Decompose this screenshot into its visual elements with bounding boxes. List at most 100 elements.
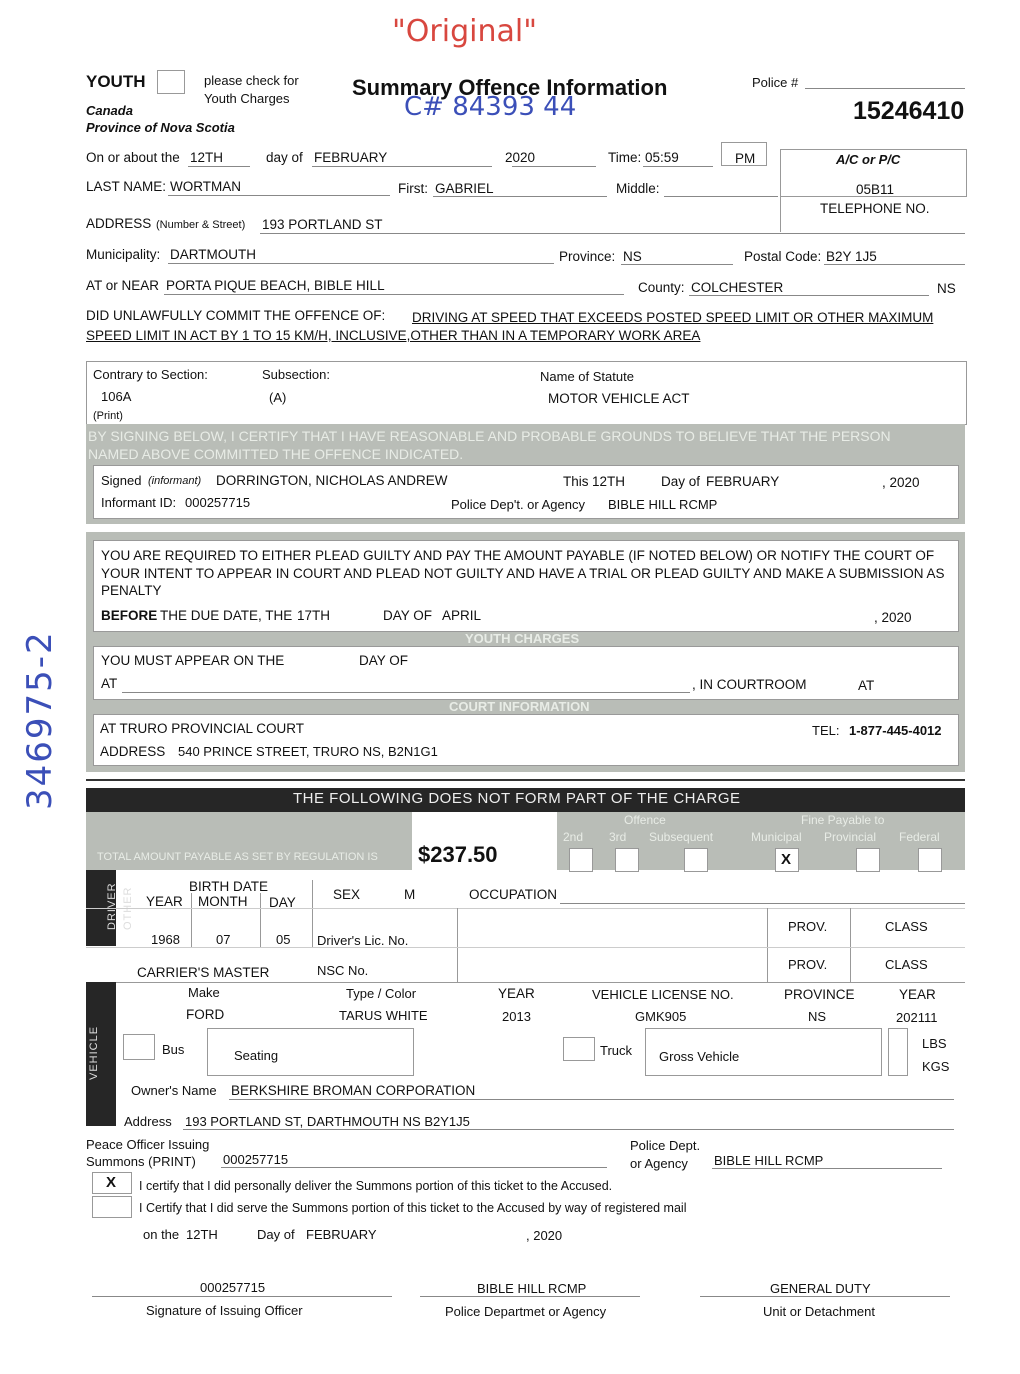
certify-delivery-text: I certify that I did personally deliver …: [139, 1179, 613, 1193]
licence-plate: GMK905: [635, 1009, 687, 1024]
served-year: , 2020: [526, 1228, 563, 1243]
at-label: AT: [101, 676, 118, 691]
time-label: Time:: [608, 150, 642, 165]
third-offence-checkbox[interactable]: [615, 848, 639, 872]
provincial-checkbox[interactable]: [856, 848, 880, 872]
dept-label: Police Dept.: [630, 1138, 701, 1153]
agency-label: Police Departmet or Agency: [445, 1304, 607, 1319]
offence-text: DRIVING AT SPEED THAT EXCEEDS POSTED SPE…: [412, 310, 934, 325]
birth-day-label: DAY: [269, 895, 296, 910]
unit: GENERAL DUTY: [770, 1281, 871, 1296]
officer-signature: 000257715: [200, 1280, 266, 1295]
on-about-label: On or about the: [86, 150, 180, 165]
licence-province-label: PROV.: [788, 919, 828, 934]
statute-label: Name of Statute: [540, 369, 634, 384]
informant-id-label: Informant ID:: [101, 495, 177, 510]
county: COLCHESTER: [691, 280, 784, 295]
due-day: 17TH: [297, 608, 331, 623]
due-year: , 2020: [874, 610, 912, 625]
municipality: DARTMOUTH: [170, 247, 256, 262]
middle-name-label: Middle:: [616, 181, 660, 196]
certify-mail-text: I Certify that I did serve the Summons p…: [139, 1201, 687, 1215]
truck-checkbox[interactable]: [563, 1037, 595, 1061]
address-label: ADDRESS: [86, 216, 152, 231]
officer-dept: BIBLE HILL RCMP: [714, 1153, 824, 1168]
day-of-label: Day of: [257, 1227, 295, 1242]
signed-year: , 2020: [882, 475, 920, 490]
telephone-label: TELEPHONE NO.: [820, 201, 930, 216]
subsequent-offence-checkbox[interactable]: [684, 848, 708, 872]
first-name-label: First:: [398, 181, 428, 196]
offence-year: 2020: [505, 150, 536, 165]
youth-charges-heading: YOUTH CHARGES: [465, 631, 580, 646]
total-amount: $237.50: [418, 842, 498, 867]
signed-day: 12TH: [592, 474, 626, 489]
owner-address-label: Address: [124, 1114, 172, 1129]
certify-text: NAMED ABOVE COMMITTED THE OFFENCE INDICA…: [88, 446, 464, 462]
province-label: Province:: [559, 249, 616, 264]
vehicle-year: 2013: [502, 1009, 531, 1024]
original-handwriting: "Original": [392, 14, 537, 49]
court-address: 540 PRINCE STREET, TRURO NS, B2N1G1: [178, 744, 438, 759]
offence-lead: DID UNLAWFULLY COMMIT THE OFFENCE OF:: [86, 308, 386, 323]
youth-checkbox[interactable]: [157, 70, 185, 94]
postal-code: B2Y 1J5: [826, 249, 877, 264]
offence-month: FEBRUARY: [314, 150, 388, 165]
birth-date-label: BIRTH DATE: [189, 879, 269, 894]
registered-mail-checkbox[interactable]: [92, 1196, 132, 1218]
federal-checkbox[interactable]: [918, 848, 942, 872]
sex: M: [404, 887, 416, 902]
court-telephone: 1-877-445-4012: [849, 723, 942, 738]
owner-name: BERKSHIRE BROMAN CORPORATION: [231, 1083, 476, 1098]
plate-province-label: PROVINCE: [784, 987, 855, 1002]
day-of-label: day of: [266, 150, 303, 165]
birth-year: 1968: [151, 932, 180, 947]
second-offence-checkbox[interactable]: [569, 848, 593, 872]
on-the-label: on the: [143, 1227, 180, 1242]
notice-text: PENALTY: [101, 583, 162, 598]
vehicle-year-label: YEAR: [498, 986, 535, 1001]
bus-checkbox[interactable]: [123, 1034, 155, 1060]
sex-label: SEX: [333, 887, 361, 902]
make-label: Make: [188, 985, 220, 1000]
drivers-licence-label: Driver's Lic. No.: [317, 933, 409, 948]
plate-year: 202111: [896, 1010, 938, 1025]
officer-label: Peace Officer Issuing: [86, 1137, 210, 1152]
type-color: TARUS WHITE: [339, 1008, 428, 1023]
type-color-label: Type / Color: [346, 986, 417, 1001]
birth-month: 07: [216, 932, 231, 947]
informant-id: 000257715: [185, 495, 251, 510]
personal-delivery-checkbox[interactable]: X: [92, 1172, 132, 1194]
carriers-master-label: CARRIER'S MASTER: [137, 965, 270, 980]
postal-label: Postal Code:: [744, 249, 822, 264]
courtroom-label: , IN COURTROOM: [692, 677, 807, 692]
subsection: (A): [269, 390, 287, 405]
truck-label: Truck: [600, 1043, 633, 1058]
signed-label: Signed: [101, 473, 142, 488]
charge-banner: THE FOLLOWING DOES NOT FORM PART OF THE …: [293, 790, 741, 807]
section: 106A: [101, 389, 132, 404]
signature-label: Signature of Issuing Officer: [146, 1303, 303, 1318]
before-label: BEFORE: [101, 608, 158, 623]
province: NS: [623, 249, 642, 264]
unit-label: Unit or Detachment: [763, 1304, 875, 1319]
print-label: (Print): [93, 410, 123, 422]
acpc-value: 05B11: [856, 182, 895, 197]
side-number-handwriting: 346975-2: [20, 630, 60, 810]
served-month: FEBRUARY: [306, 1227, 377, 1242]
plate-province: NS: [808, 1009, 827, 1024]
near-label: AT or NEAR: [86, 278, 160, 293]
appear-label: YOU MUST APPEAR ON THE: [101, 653, 285, 668]
section-label: Contrary to Section:: [93, 367, 208, 382]
last-name: WORTMAN: [170, 179, 241, 194]
address-sublabel: (Number & Street): [156, 219, 246, 231]
nsc-label: NSC No.: [317, 963, 369, 978]
lbs-label: LBS: [922, 1036, 947, 1051]
municipal-checkbox[interactable]: X: [775, 848, 799, 872]
municipality-label: Municipality:: [86, 247, 161, 262]
federal-label: Federal: [899, 830, 940, 844]
subsequent-label: Subsequent: [649, 830, 714, 844]
day-of-label: DAY OF: [359, 653, 409, 668]
driver-label: DRIVER: [106, 882, 118, 930]
